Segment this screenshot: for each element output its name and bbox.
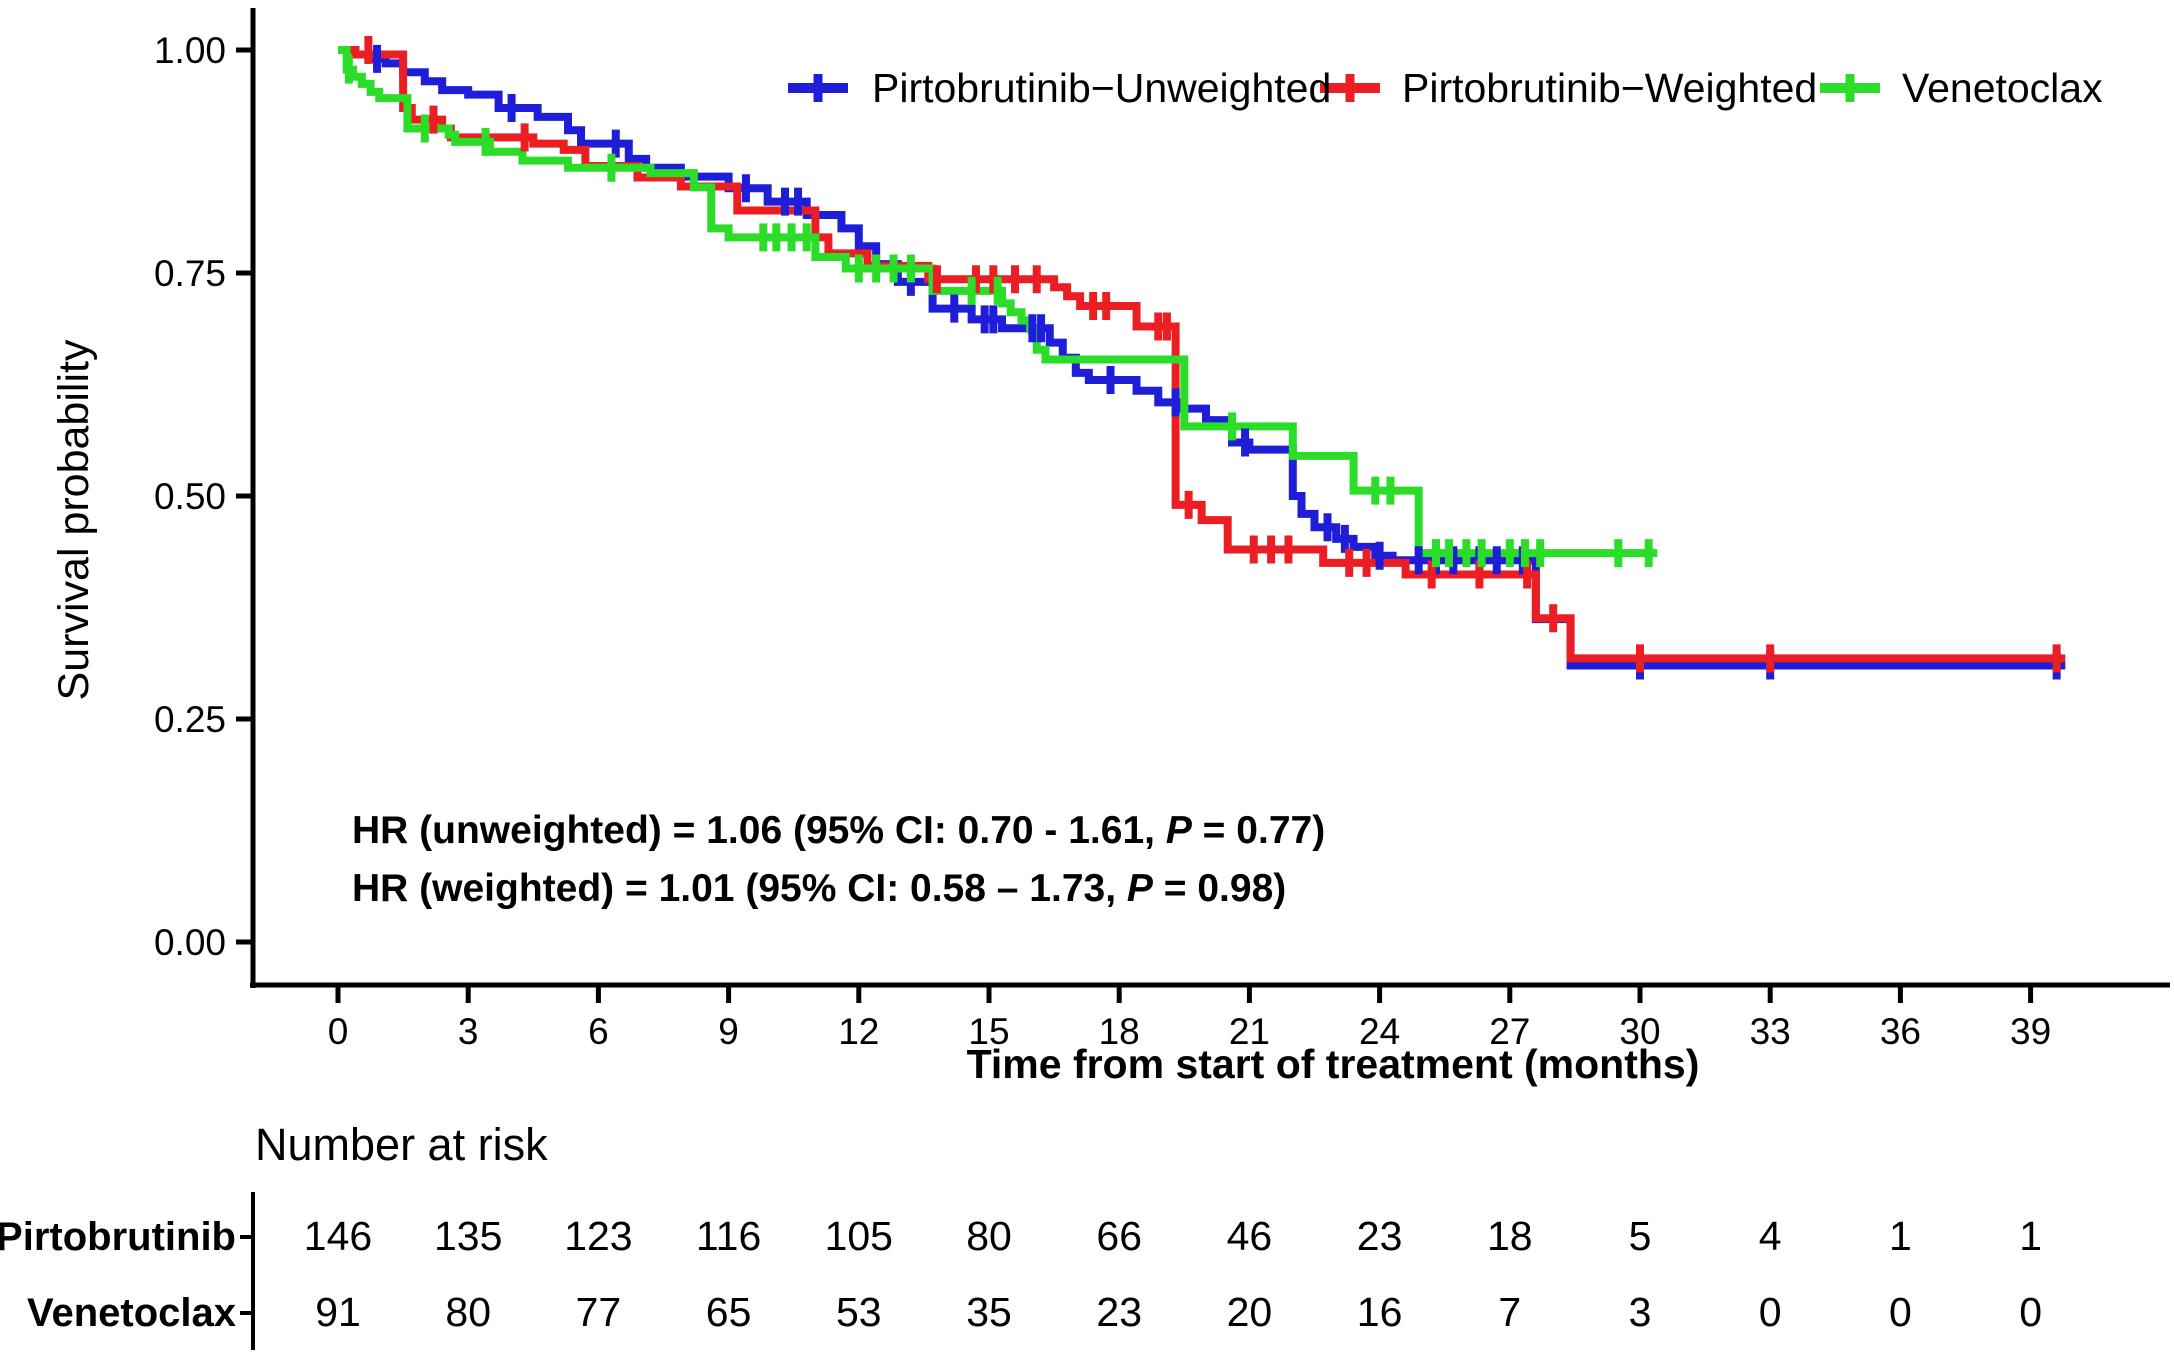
censor-marks-layer <box>344 36 2061 680</box>
legend: Pirtobrutinib−Unweighted Pirtobrutinib−W… <box>788 65 2103 111</box>
x-tick-label: 18 <box>1099 1011 1140 1052</box>
survival-curves-layer <box>338 46 2066 670</box>
risk-count: 1 <box>1889 1213 1912 1259</box>
risk-count: 123 <box>564 1213 632 1259</box>
y-axis-ticks: 1.00 0.75 0.50 0.25 0.00 <box>154 30 253 963</box>
risk-count: 5 <box>1629 1213 1652 1259</box>
hr-unweighted-text: HR (unweighted) = 1.06 (95% CI: 0.70 - 1… <box>352 809 1166 852</box>
y-tick-label: 0.00 <box>154 922 226 963</box>
x-axis-title: Time from start of treatment (months) <box>967 1041 1700 1087</box>
risk-count: 53 <box>836 1289 882 1335</box>
risk-count: 80 <box>445 1289 491 1335</box>
legend-markers <box>788 74 1880 102</box>
risk-count: 35 <box>966 1289 1012 1335</box>
y-tick-label: 1.00 <box>154 30 226 71</box>
risk-count: 116 <box>696 1213 761 1259</box>
x-tick-label: 12 <box>838 1011 879 1052</box>
legend-label-pirtobrutinib-weighted: Pirtobrutinib−Weighted <box>1402 65 1817 111</box>
legend-label-pirtobrutinib-unweighted: Pirtobrutinib−Unweighted <box>872 65 1331 111</box>
y-tick-label: 0.25 <box>154 699 226 740</box>
risk-count: 0 <box>1889 1289 1912 1335</box>
x-tick-label: 21 <box>1229 1011 1270 1052</box>
risk-count: 91 <box>315 1289 361 1335</box>
risk-count: 135 <box>434 1213 502 1259</box>
risk-count: 23 <box>1357 1213 1403 1259</box>
risk-count: 18 <box>1487 1213 1533 1259</box>
x-tick-label: 9 <box>718 1011 739 1052</box>
risk-count: 77 <box>576 1289 622 1335</box>
hr-unweighted-pvalue: = 0.77) <box>1192 809 1325 852</box>
y-tick-label: 0.75 <box>154 253 226 294</box>
x-axis-ticks: 0 3 6 9 12 15 18 21 24 27 30 33 36 39 <box>328 985 2051 1052</box>
risk-count: 4 <box>1759 1213 1782 1259</box>
risk-row-label-pirtobrutinib: Pirtobrutinib <box>0 1215 236 1259</box>
x-tick-label: 33 <box>1750 1011 1791 1052</box>
risk-count: 0 <box>2019 1289 2042 1335</box>
hr-annotation-weighted: HR (weighted) = 1.01 (95% CI: 0.58 – 1.7… <box>352 867 1286 910</box>
risk-count: 46 <box>1227 1213 1273 1259</box>
risk-count: 16 <box>1357 1289 1403 1335</box>
risk-count: 3 <box>1629 1289 1652 1335</box>
risk-count: 65 <box>706 1289 752 1335</box>
x-tick-label: 3 <box>458 1011 479 1052</box>
risk-count: 66 <box>1096 1213 1142 1259</box>
risk-count: 23 <box>1096 1289 1142 1335</box>
risk-count: 0 <box>1759 1289 1782 1335</box>
survival-curve-pirtobrutinib-unweighted <box>338 46 2066 670</box>
y-axis-title: Survival probability <box>50 339 98 700</box>
risk-count: 7 <box>1498 1289 1521 1335</box>
risk-count: 20 <box>1227 1289 1273 1335</box>
hr-weighted-pvalue: = 0.98) <box>1153 867 1286 910</box>
legend-label-venetoclax: Venetoclax <box>1902 65 2103 111</box>
number-at-risk-table: Number at risk Pirtobrutinib Venetoclax … <box>0 1119 2042 1350</box>
hr-annotation-unweighted: HR (unweighted) = 1.06 (95% CI: 0.70 - 1… <box>352 809 1325 852</box>
risk-count: 80 <box>966 1213 1012 1259</box>
x-tick-label: 36 <box>1880 1011 1921 1052</box>
risk-count: 105 <box>825 1213 893 1259</box>
risk-count: 1 <box>2019 1213 2042 1259</box>
y-tick-label: 0.50 <box>154 476 226 517</box>
survival-curve-venetoclax <box>338 46 1658 558</box>
risk-row-tick-venetoclax <box>240 1311 252 1315</box>
x-tick-label: 27 <box>1489 1011 1530 1052</box>
x-tick-label: 30 <box>1619 1011 1660 1052</box>
hr-weighted-text: HR (weighted) = 1.01 (95% CI: 0.58 – 1.7… <box>352 867 1127 910</box>
hr-weighted-p-symbol: P <box>1127 867 1154 910</box>
risk-row-label-venetoclax: Venetoclax <box>27 1291 236 1335</box>
hr-unweighted-p-symbol: P <box>1166 809 1193 852</box>
x-tick-label: 39 <box>2010 1011 2051 1052</box>
risk-row-tick-pirtobrutinib <box>240 1235 252 1239</box>
x-tick-label: 24 <box>1359 1011 1400 1052</box>
x-tick-label: 15 <box>968 1011 1009 1052</box>
x-tick-label: 6 <box>588 1011 609 1052</box>
risk-count: 146 <box>304 1213 372 1259</box>
x-tick-label: 0 <box>328 1011 349 1052</box>
risk-table-numbers: 146 135 123 116 105 80 66 46 23 18 5 4 1 1 91 80 77 65 53 3… <box>304 1213 2042 1335</box>
risk-table-title: Number at risk <box>255 1119 548 1170</box>
